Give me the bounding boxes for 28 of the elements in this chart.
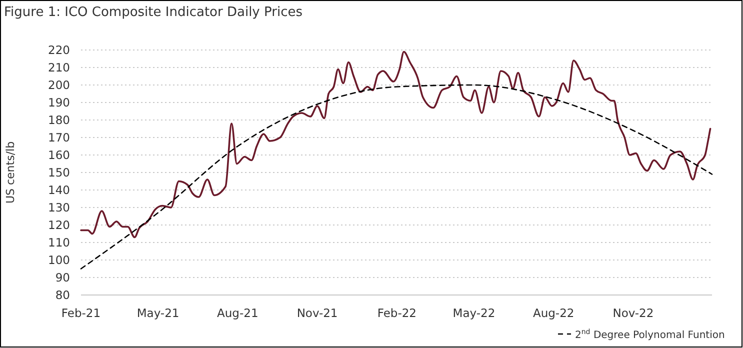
y-tick-label: 80 [55,288,70,302]
y-tick-label: 130 [48,200,70,215]
x-tick-label: Nov-21 [296,306,338,320]
y-tick-label: 170 [48,130,70,145]
x-tick-label: Feb-22 [377,306,417,320]
y-tick-label: 190 [48,96,70,110]
line-series [80,50,712,238]
y-tick-label: 210 [48,60,70,75]
y-tick-label: 200 [48,78,70,92]
chart-title: Figure 1: ICO Composite Indicator Daily Prices [4,5,303,20]
x-tick-label: May-22 [452,306,496,320]
legend-label: 2$^{nd}$ Degree Polynomal Funtion [575,328,725,341]
y-tick-label: 220 [48,43,70,58]
y-axis-title: US cents/lb [4,141,17,204]
x-tick-label: Aug-21 [217,306,258,320]
line-series [80,84,713,270]
y-tick-label: 180 [48,113,70,128]
y-tick-label: 100 [48,253,70,268]
x-tick-label: Feb-21 [61,306,101,320]
y-tick-label: 90 [55,270,70,285]
y-tick-label: 150 [48,166,70,180]
x-tick-label: May-21 [136,306,180,320]
y-tick-label: 160 [48,148,70,162]
x-tick-label: Nov-22 [612,306,654,320]
x-tick-label: Aug-22 [532,306,574,320]
y-tick-label: 140 [48,183,70,198]
y-tick-label: 120 [48,218,70,232]
y-tick-label: 110 [48,236,70,250]
